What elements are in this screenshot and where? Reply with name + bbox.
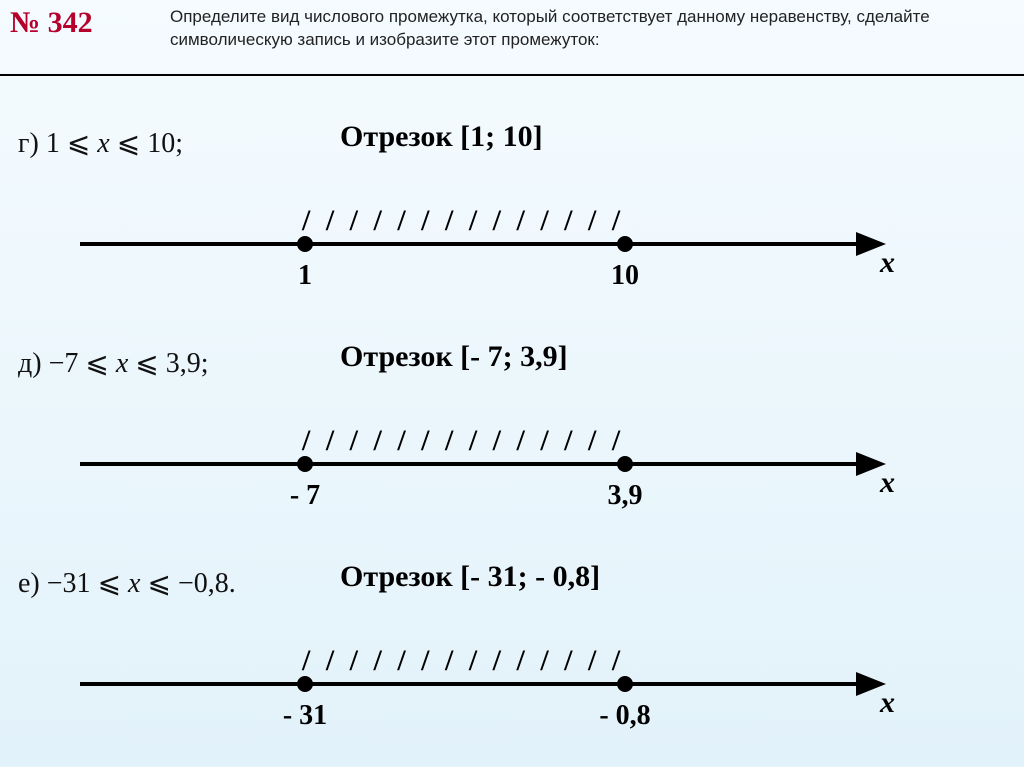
point-b-g [617, 236, 633, 252]
interval-title-d: Отрезок [- 7; 3,9] [340, 340, 568, 374]
number-line-d: / / / / / / / / / / / / / / x - 7 3,9 [80, 400, 900, 540]
ineq-d-right: 3,9; [166, 348, 209, 379]
label-b-g: 10 [611, 260, 639, 292]
problem-number: № 342 [10, 6, 93, 40]
part-e-inequality: е) −31 ⩽ x ⩽ −0,8. [18, 566, 236, 600]
axis-line [80, 682, 860, 686]
leq-icon: ⩽ [147, 568, 177, 599]
ineq-g-right: 10; [147, 128, 183, 159]
label-a-d: - 7 [290, 480, 320, 512]
leq-icon: ⩽ [98, 568, 128, 599]
label-a-g: 1 [298, 260, 312, 292]
ineq-e-left: −31 [47, 568, 91, 599]
label-a-e: - 31 [283, 700, 327, 732]
axis-label: x [880, 466, 895, 500]
interval-title-g: Отрезок [1; 10] [340, 120, 543, 154]
ineq-g-left: 1 [46, 128, 60, 159]
divider [0, 74, 1024, 76]
hatch-e: / / / / / / / / / / / / / / [302, 644, 624, 678]
leq-icon: ⩽ [67, 128, 97, 159]
point-a-e [297, 676, 313, 692]
axis-label: x [880, 246, 895, 280]
part-letter-e: е) [18, 568, 40, 599]
var-x: x [97, 128, 109, 159]
ineq-d-left: −7 [49, 348, 79, 379]
part-d-inequality: д) −7 ⩽ x ⩽ 3,9; [18, 346, 209, 380]
leq-icon: ⩽ [85, 348, 115, 379]
var-x: x [128, 568, 140, 599]
point-a-d [297, 456, 313, 472]
interval-title-e: Отрезок [- 31; - 0,8] [340, 560, 600, 594]
point-b-e [617, 676, 633, 692]
part-letter-g: г) [18, 128, 39, 159]
axis-label: x [880, 686, 895, 720]
axis-line [80, 462, 860, 466]
leq-icon: ⩽ [135, 348, 165, 379]
point-b-d [617, 456, 633, 472]
point-a-g [297, 236, 313, 252]
leq-icon: ⩽ [117, 128, 147, 159]
part-letter-d: д) [18, 348, 42, 379]
axis-line [80, 242, 860, 246]
number-line-e: / / / / / / / / / / / / / / x - 31 - 0,8 [80, 620, 900, 760]
number-line-g: / / / / / / / / / / / / / / x 1 10 [80, 180, 900, 320]
part-g-inequality: г) 1 ⩽ x ⩽ 10; [18, 126, 183, 160]
label-b-e: - 0,8 [599, 700, 650, 732]
hatch-d: / / / / / / / / / / / / / / [302, 424, 624, 458]
task-text: Определите вид числового промежутка, кот… [170, 6, 1014, 52]
ineq-e-right: −0,8. [178, 568, 236, 599]
var-x: x [116, 348, 128, 379]
label-b-d: 3,9 [608, 480, 643, 512]
hatch-g: / / / / / / / / / / / / / / [302, 204, 624, 238]
